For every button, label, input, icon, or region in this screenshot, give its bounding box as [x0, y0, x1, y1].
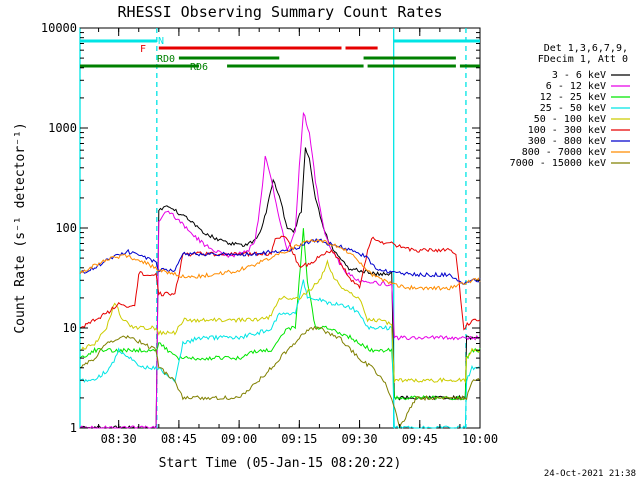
series-line-2 [79, 228, 481, 401]
y-tick-label-3: 1000 [48, 121, 77, 135]
legend-entry-label-5: 100 - 300 keV [528, 125, 606, 136]
flag-rd0-label: RD0 [157, 54, 175, 65]
flag-n-label: N [158, 36, 164, 47]
legend-header-0: Det 1,3,6,7,9, [544, 43, 628, 54]
x-tick-label-5: 09:45 [402, 432, 438, 446]
plot-area: N F RD0 RD6 [79, 27, 481, 430]
legend: Det 1,3,6,7,9,FDecim 1, Att 0 3 - 6 keV6 … [510, 43, 630, 169]
series-line-4 [79, 259, 481, 384]
legend-entry-label-8: 7000 - 15000 keV [510, 158, 606, 169]
y-tick-label-4: 10000 [41, 21, 77, 35]
state-flag-bars: N F RD0 RD6 [80, 36, 480, 73]
series-line-5 [79, 235, 481, 331]
legend-entry-label-3: 25 - 50 keV [540, 103, 606, 114]
y-tick-label-1: 10 [63, 321, 77, 335]
legend-entry-label-1: 6 - 12 keV [546, 81, 606, 92]
legend-entry-label-4: 50 - 100 keV [534, 114, 606, 125]
y-tick-label-2: 100 [55, 221, 77, 235]
x-tick-label-2: 09:00 [221, 432, 257, 446]
chart-title: RHESSI Observing Summary Count Rates [117, 3, 442, 21]
flag-f-label: F [140, 44, 146, 55]
legend-entry-label-6: 300 - 800 keV [528, 136, 606, 147]
legend-header-1: FDecim 1, Att 0 [538, 54, 628, 65]
x-tick-label-4: 09:30 [341, 432, 377, 446]
x-tick-label-1: 08:45 [161, 432, 197, 446]
flag-rd6-label: RD6 [190, 62, 208, 73]
x-axis-label: Start Time (05-Jan-15 08:20:22) [159, 456, 402, 471]
y-tick-label-0: 1 [70, 421, 77, 435]
legend-entry-label-0: 3 - 6 keV [552, 70, 606, 81]
y-axis: 1 10 100 1000 10000 [41, 21, 480, 435]
x-tick-label-0: 08:30 [101, 432, 137, 446]
series-line-3 [79, 279, 481, 429]
instrument-state-lines [79, 28, 467, 428]
y-axis-label: Count Rate (s⁻¹ detector⁻¹) [13, 122, 28, 333]
timestamp: 24-Oct-2021 21:38 [544, 469, 636, 479]
series-lines [79, 111, 481, 430]
series-line-8 [79, 325, 481, 430]
series-line-6 [79, 238, 481, 286]
legend-entry-label-7: 800 - 7000 keV [522, 147, 606, 158]
x-axis: 08:30 08:45 09:00 09:15 09:30 09:45 10:00 [98, 28, 498, 446]
x-tick-label-3: 09:15 [281, 432, 317, 446]
x-tick-label-6: 10:00 [462, 432, 498, 446]
plot-frame [79, 27, 481, 429]
legend-entry-label-2: 12 - 25 keV [540, 92, 606, 103]
series-line-7 [79, 238, 481, 291]
series-line-1 [79, 111, 481, 429]
